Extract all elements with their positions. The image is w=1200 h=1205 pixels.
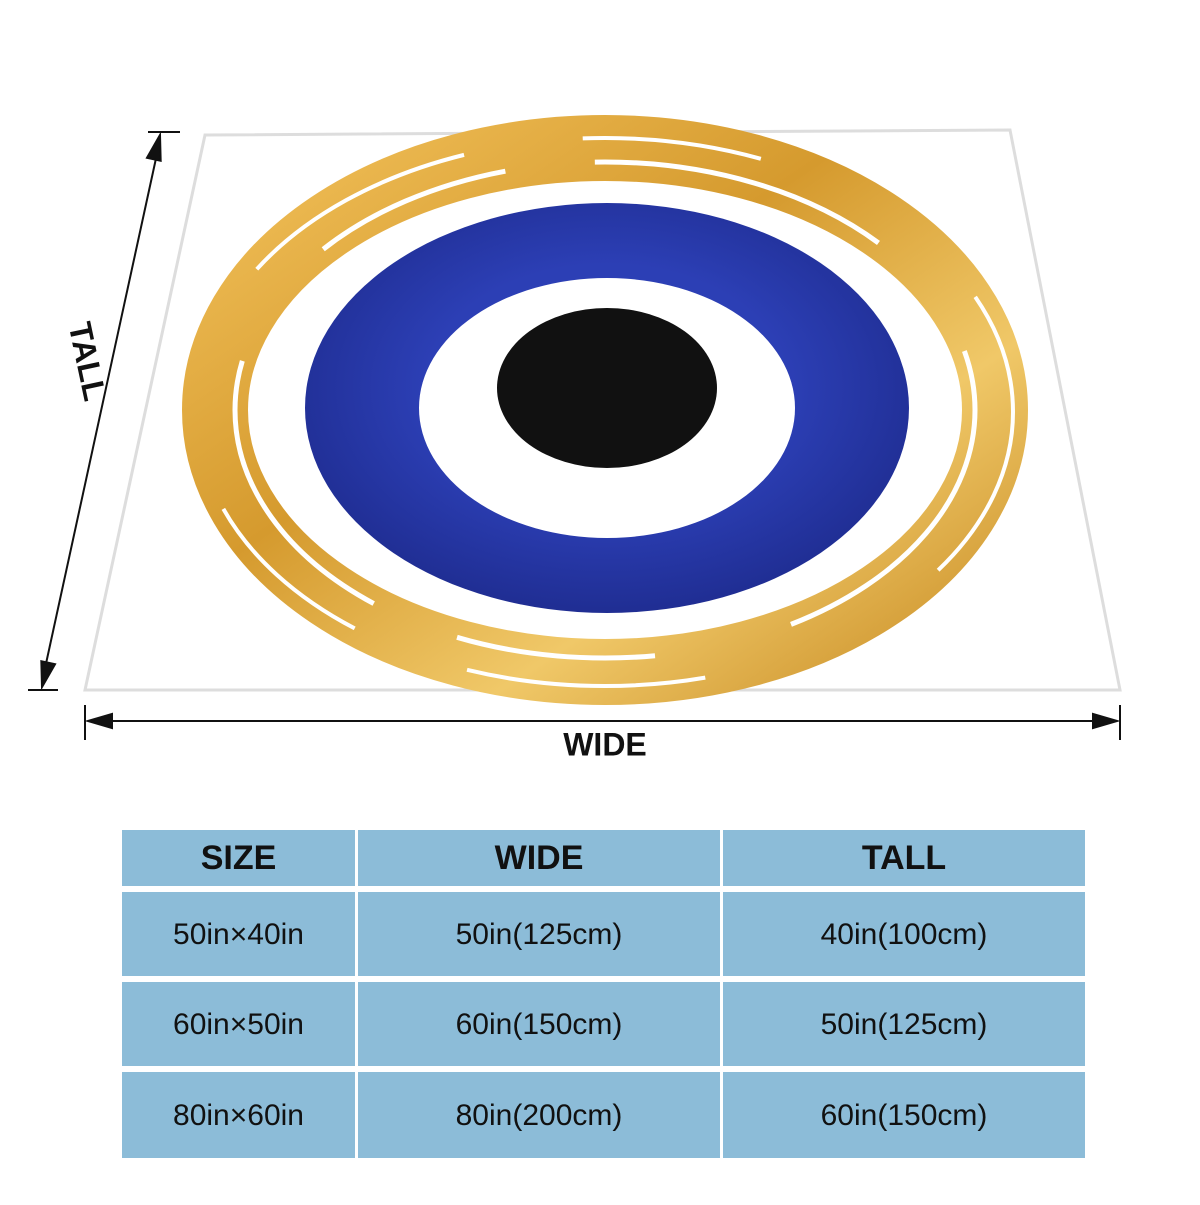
table-cell — [122, 982, 355, 1066]
cell-text: 40in(100cm) — [821, 918, 988, 951]
header-cell — [358, 830, 720, 886]
table-cell — [723, 1072, 1085, 1158]
header-text: TALL — [862, 839, 946, 877]
table-cell — [358, 892, 720, 976]
wide-arrow — [84, 705, 1121, 740]
size-table: SIZE WIDE TALL 50in×40in 50in(125cm) 40in(100… — [122, 830, 1085, 1158]
cell-text: 50in×40in — [173, 918, 304, 951]
cell-text: 50in(125cm) — [821, 1008, 988, 1041]
cell-text: 60in(150cm) — [821, 1099, 988, 1132]
table-cell — [122, 892, 355, 976]
header-cell — [723, 830, 1085, 886]
cell-text: 80in×60in — [173, 1099, 304, 1132]
table-cell — [358, 982, 720, 1066]
header-text: SIZE — [201, 839, 277, 877]
header-cell — [122, 830, 355, 886]
cell-text: 80in(200cm) — [456, 1099, 623, 1132]
tall-label: TALL — [62, 319, 114, 404]
cell-text: 50in(125cm) — [456, 918, 623, 951]
table-cell — [723, 982, 1085, 1066]
cell-text: 60in×50in — [173, 1008, 304, 1041]
cell-text: 60in(150cm) — [456, 1008, 623, 1041]
header-text: WIDE — [495, 839, 584, 877]
table-cell — [723, 892, 1085, 976]
table-cell — [122, 1072, 355, 1158]
table-cell — [358, 1072, 720, 1158]
blanket — [83, 115, 1122, 705]
wide-label: WIDE — [563, 726, 647, 762]
tall-arrow — [28, 131, 180, 691]
